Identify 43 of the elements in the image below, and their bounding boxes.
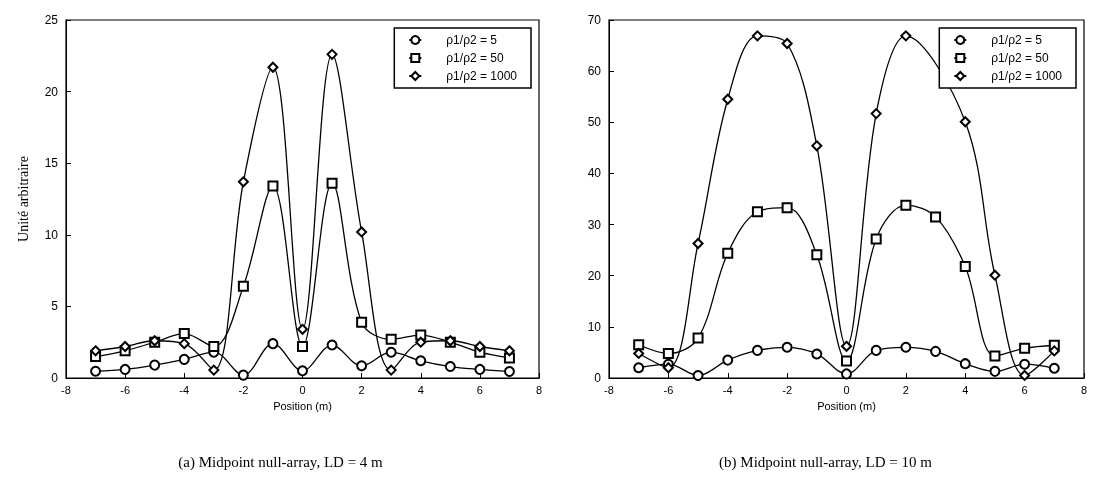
y-tick-label: 40 (587, 166, 602, 181)
y-tick-label: 20 (44, 84, 59, 99)
x-tick-label: 0 (299, 383, 306, 396)
x-tick-label: 6 (1021, 383, 1028, 396)
x-tick-label: 8 (1080, 383, 1088, 396)
x-tick-label: 6 (476, 383, 483, 396)
x-tick-label: 4 (962, 383, 969, 396)
legend-label: ρ1/ρ2 = 50 (446, 51, 504, 65)
x-axis-title: Position (m) (273, 399, 332, 412)
x-tick-label: -2 (238, 383, 249, 396)
x-tick-label: -4 (179, 383, 190, 396)
y-tick-label: 10 (587, 319, 602, 334)
legend-label: ρ1/ρ2 = 5 (446, 33, 498, 47)
y-tick-label: 60 (587, 64, 602, 79)
y-tick-label: 70 (587, 13, 602, 27)
y-tick-label: 5 (51, 299, 59, 314)
x-tick-label: -6 (663, 383, 674, 396)
x-tick-label: 0 (843, 383, 850, 396)
y-tick-label: 50 (587, 115, 602, 130)
legend-label: ρ1/ρ2 = 5 (991, 33, 1043, 47)
x-tick-label: -4 (722, 383, 733, 396)
x-tick-label: -2 (782, 383, 793, 396)
y-tick-label: 25 (44, 13, 59, 27)
x-tick-label: -8 (604, 383, 614, 396)
y-tick-label: 0 (594, 371, 602, 385)
y-tick-label: 30 (587, 217, 602, 232)
text: (a) Midpoint null-array, LD = 4 m (178, 453, 384, 471)
text: (b) Midpoint null-array, LD = 10 m (719, 453, 933, 471)
y-tick-label: 15 (44, 156, 59, 171)
x-tick-label: 4 (417, 383, 424, 396)
legend-label: ρ1/ρ2 = 1000 (446, 69, 518, 83)
y-axis-title: Unité arbitraire (15, 156, 31, 242)
y-tick-label: 20 (587, 268, 602, 283)
y-tick-label: 10 (44, 227, 59, 242)
x-tick-label: -6 (120, 383, 131, 396)
y-tick-label: 0 (51, 371, 59, 385)
legend-label: ρ1/ρ2 = 1000 (991, 69, 1063, 83)
x-tick-label: 2 (358, 383, 365, 396)
x-tick-label: 8 (535, 383, 543, 396)
x-tick-label: 2 (902, 383, 909, 396)
x-tick-label: -8 (61, 383, 71, 396)
x-axis-title: Position (m) (817, 399, 876, 412)
legend-label: ρ1/ρ2 = 50 (991, 51, 1049, 65)
